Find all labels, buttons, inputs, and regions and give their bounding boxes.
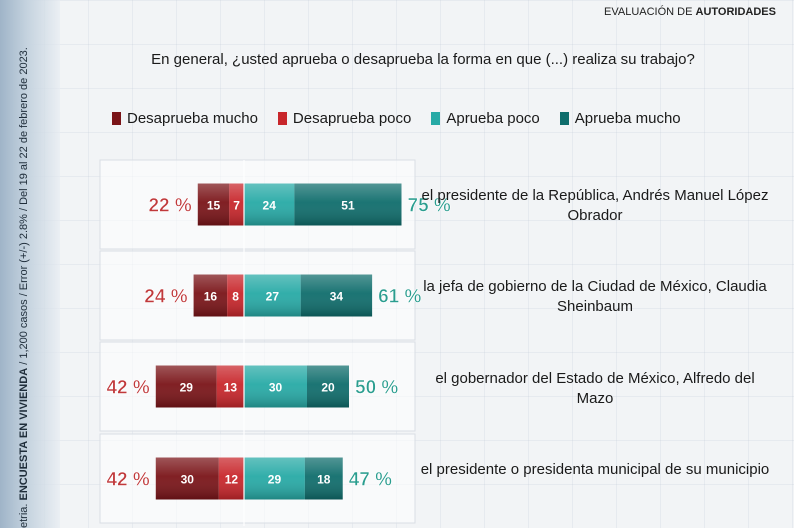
legend-swatch-aprueba-poco (431, 112, 441, 125)
bar-shine-desaprueba-mucho (197, 183, 230, 226)
data-label-desaprueba-mucho: 30 (181, 473, 195, 487)
bar-shine-desaprueba-mucho (193, 274, 228, 317)
data-label-desaprueba-mucho: 29 (180, 381, 194, 395)
chart-legend: Desaprueba mucho Desaprueba poco Aprueba… (112, 110, 681, 127)
bar-shine-aprueba-mucho (307, 365, 349, 408)
bar-shine-desaprueba-mucho (155, 365, 217, 408)
data-label-aprueba-poco: 27 (266, 290, 280, 304)
data-label-aprueba-mucho: 51 (341, 199, 355, 213)
legend-label-aprueba-poco: Aprueba poco (446, 110, 540, 127)
bar-shine-desaprueba-mucho (155, 457, 219, 500)
bar-shine-aprueba-poco (244, 274, 301, 317)
disapprove-total-label: 22 % (148, 196, 191, 217)
legend-item-desaprueba-poco: Desaprueba poco (277, 110, 412, 127)
legend-item-aprueba-mucho: Aprueba mucho (559, 110, 681, 127)
legend-item-desaprueba-mucho: Desaprueba mucho (112, 110, 258, 127)
data-label-desaprueba-poco: 13 (224, 381, 238, 395)
side-strip (0, 0, 60, 528)
bar-shine-desaprueba-poco (229, 183, 244, 226)
bar-shine-desaprueba-poco (218, 457, 244, 500)
legend-swatch-aprueba-mucho (559, 112, 569, 125)
legend-swatch-desaprueba-poco (277, 112, 287, 125)
data-label-aprueba-mucho: 34 (330, 290, 344, 304)
bar-shine-desaprueba-poco (227, 274, 244, 317)
bar-shine-aprueba-poco (244, 183, 295, 226)
data-label-desaprueba-poco: 12 (225, 473, 239, 487)
legend-item-aprueba-poco: Aprueba poco (431, 110, 540, 127)
data-label-aprueba-poco: 29 (268, 473, 282, 487)
legend-label-desaprueba-mucho: Desaprueba mucho (127, 110, 258, 127)
bar-shine-aprueba-poco (244, 457, 305, 500)
bar-shine-aprueba-mucho (294, 183, 402, 226)
approve-total-label: 61 % (378, 287, 421, 308)
row-label-presidente: el presidente de la República, Andrés Ma… (421, 187, 769, 224)
bar-shine-aprueba-mucho (304, 457, 343, 500)
data-label-desaprueba-poco: 7 (233, 199, 240, 213)
disapprove-total-label: 42 % (106, 378, 149, 399)
approve-total-label: 50 % (355, 378, 398, 399)
bar-shine-desaprueba-poco (216, 365, 244, 408)
bar-shine-aprueba-mucho (300, 274, 373, 317)
bar-shine-aprueba-poco (244, 365, 307, 408)
row-label-jefa-gobierno: la jefa de gobierno de la Ciudad de Méxi… (423, 278, 767, 315)
row-label-presidente-municipal: el presidente o presidenta municipal de … (420, 461, 770, 478)
data-label-desaprueba-poco: 8 (232, 290, 239, 304)
legend-label-aprueba-mucho: Aprueba mucho (574, 110, 681, 127)
data-label-desaprueba-mucho: 15 (207, 199, 221, 213)
data-label-aprueba-mucho: 20 (321, 381, 335, 395)
disapprove-total-label: 42 % (106, 470, 149, 491)
approve-total-label: 47 % (349, 470, 392, 491)
data-label-aprueba-poco: 24 (263, 199, 277, 213)
data-label-aprueba-mucho: 18 (317, 473, 331, 487)
legend-label-desaprueba-poco: Desaprueba poco (292, 110, 412, 127)
legend-swatch-desaprueba-mucho (112, 112, 121, 125)
disapprove-total-label: 24 % (144, 287, 187, 308)
approve-total-label: 75 % (408, 196, 451, 217)
section-label: EVALUACIÓN DE AUTORIDADES (604, 6, 776, 18)
data-label-aprueba-poco: 30 (269, 381, 283, 395)
row-label-gobernador: el gobernador del Estado de México, Alfr… (435, 370, 755, 407)
survey-question: En general, ¿usted aprueba o desaprueba … (151, 51, 695, 68)
data-label-desaprueba-mucho: 16 (204, 290, 218, 304)
